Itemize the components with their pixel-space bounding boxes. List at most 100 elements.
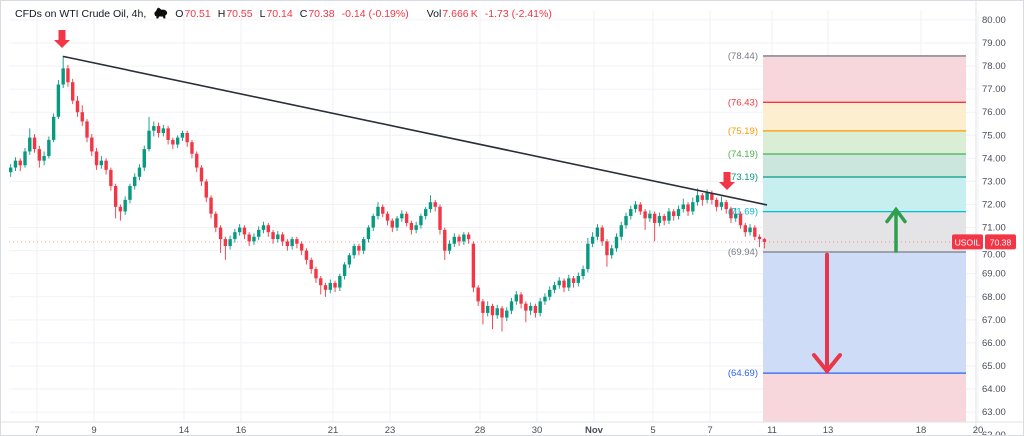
symbol-legend: CFDs on WTI Crude Oil, 4h, O 70.51 H 70.55…	[15, 7, 552, 20]
candle	[590, 232, 595, 248]
level-price-label: (78.44)	[728, 51, 758, 62]
candle	[214, 211, 218, 233]
supply-demand-zones	[763, 55, 966, 423]
zone-band	[763, 55, 966, 103]
volume-change: -1.73 (-2.41%)	[484, 7, 552, 20]
price-tick-label: 66.00	[982, 338, 1006, 349]
candle	[400, 210, 404, 222]
candle	[195, 151, 199, 173]
ohlc-low: L 70.14	[259, 7, 293, 20]
up-zone-arrow[interactable]	[885, 206, 907, 253]
candle	[676, 205, 681, 220]
candle	[753, 225, 757, 241]
candle	[457, 234, 461, 247]
candle	[672, 209, 676, 221]
price-axis[interactable]: 80.00 79.00 78.00 77.00 76.00 75.00 74.00 73.00…	[982, 15, 1006, 436]
candle	[342, 262, 347, 280]
candle	[724, 199, 728, 214]
candle	[586, 237, 590, 273]
time-tick-label: 21	[328, 425, 339, 436]
zone-band	[763, 130, 966, 154]
change-value: -0.14 (-0.19%)	[341, 7, 409, 20]
candle	[528, 302, 533, 316]
zone-band	[763, 177, 966, 212]
candle	[438, 204, 442, 235]
symbol-title[interactable]: CFDs on WTI Crude Oil, 4h,	[15, 7, 147, 20]
candle	[128, 183, 132, 204]
candle	[371, 213, 375, 232]
candle	[376, 202, 380, 220]
candle	[514, 291, 519, 305]
price-tick-label: 74.00	[982, 153, 1006, 164]
price-tick-label: 67.00	[982, 315, 1006, 326]
price-tick-label: 72.00	[982, 199, 1006, 210]
candle	[109, 167, 113, 191]
price-tick-label: 76.00	[982, 107, 1006, 118]
price-tick-label: 70.00	[982, 250, 1006, 261]
time-axis[interactable]: 7 9 14 16 21 23 28 30 Nov 5 7 11 13 18 20	[34, 425, 983, 436]
ohlc-open: O 70.51	[175, 7, 211, 20]
candle	[681, 198, 685, 213]
candle	[423, 206, 428, 220]
candle	[734, 207, 738, 222]
candle	[638, 202, 643, 215]
time-tick-label: 23	[385, 425, 396, 436]
candle	[486, 301, 490, 317]
candle	[147, 116, 151, 152]
candle	[85, 119, 89, 143]
candle	[266, 222, 270, 237]
candle	[32, 134, 37, 153]
candle	[409, 220, 414, 235]
descending-trendline[interactable]	[62, 55, 768, 206]
level-price-label: (76.43)	[728, 97, 758, 108]
down-zone-arrow[interactable]	[812, 252, 842, 375]
candle	[13, 157, 18, 172]
candle	[71, 78, 75, 105]
candle	[633, 201, 638, 213]
candle	[257, 226, 261, 241]
candle	[390, 218, 394, 233]
candle	[51, 113, 56, 143]
candle	[581, 265, 585, 280]
candle	[137, 164, 142, 181]
ohlc-close: C 70.38	[299, 7, 335, 20]
candle	[624, 212, 628, 229]
candle	[347, 252, 352, 268]
time-tick-label: 5	[650, 425, 655, 436]
candle	[466, 232, 471, 244]
candle	[428, 195, 433, 213]
time-tick-label: 9	[91, 425, 96, 436]
candle	[37, 145, 42, 168]
candle	[304, 248, 309, 265]
time-tick-label: 30	[532, 425, 543, 436]
badge-price: 70.38	[990, 237, 1012, 247]
candle	[223, 236, 228, 260]
candle	[247, 232, 251, 247]
price-tick-label: 64.00	[982, 384, 1006, 395]
candle	[361, 236, 366, 255]
time-tick-label: 18	[916, 425, 927, 436]
candle	[99, 156, 104, 169]
candle	[319, 276, 323, 295]
price-tick-label: 78.00	[982, 61, 1006, 72]
candle	[152, 121, 156, 137]
candle	[123, 196, 127, 215]
candle	[576, 272, 581, 287]
candle	[648, 210, 652, 222]
candle	[619, 221, 623, 241]
down-marker-arrow-icon[interactable]	[719, 172, 735, 190]
down-marker-arrow-icon[interactable]	[54, 30, 70, 48]
candle	[190, 139, 194, 159]
level-labels: (78.44) (76.43) (75.19) (74.19) (73.19) (71.6…	[728, 51, 758, 379]
candle	[686, 202, 690, 217]
candle	[75, 96, 80, 117]
time-tick-label: 14	[179, 425, 190, 436]
candle	[94, 147, 99, 170]
candle	[652, 211, 657, 242]
candle	[352, 243, 356, 259]
candle	[595, 224, 600, 241]
bull-icon	[153, 7, 168, 20]
